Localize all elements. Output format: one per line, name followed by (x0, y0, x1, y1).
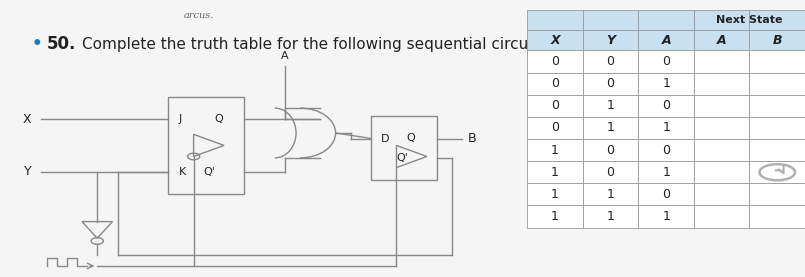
Bar (583, 50, 638, 73)
Text: A: A (281, 51, 289, 61)
Bar (749, 117, 805, 139)
Bar (527, 161, 583, 183)
Bar (638, 10, 694, 30)
Bar (638, 73, 694, 95)
Bar (583, 10, 638, 30)
Bar (638, 117, 694, 139)
Text: 1: 1 (663, 77, 670, 90)
Text: A: A (717, 34, 726, 47)
Bar (168, 97, 245, 194)
Text: arcus.: arcus. (184, 11, 214, 20)
Bar (638, 139, 694, 161)
Text: Next State: Next State (716, 15, 782, 25)
Bar (694, 117, 749, 139)
Text: 0: 0 (663, 99, 670, 112)
Text: 1: 1 (663, 166, 670, 179)
Text: J: J (179, 114, 182, 124)
Bar (583, 161, 638, 183)
Bar (749, 10, 805, 30)
Bar (749, 139, 805, 161)
Text: 50.: 50. (47, 35, 76, 53)
Bar (583, 183, 638, 206)
Text: K: K (179, 167, 186, 177)
Text: 1: 1 (663, 121, 670, 134)
Text: 1: 1 (551, 166, 559, 179)
Text: 1: 1 (607, 121, 614, 134)
Text: Q: Q (214, 114, 223, 124)
Text: 0: 0 (663, 188, 670, 201)
Text: B: B (468, 132, 476, 145)
Bar (527, 30, 583, 50)
Bar (749, 73, 805, 95)
Bar (749, 50, 805, 73)
Bar (527, 95, 583, 117)
Text: 0: 0 (607, 166, 614, 179)
Bar (583, 95, 638, 117)
Bar (749, 30, 805, 50)
Bar (583, 206, 638, 228)
Bar (583, 117, 638, 139)
Text: 0: 0 (551, 77, 559, 90)
Text: Q': Q' (204, 167, 216, 177)
Bar (749, 183, 805, 206)
Bar (527, 117, 583, 139)
Text: 1: 1 (663, 210, 670, 223)
Bar (749, 206, 805, 228)
Text: Q: Q (407, 134, 415, 143)
Text: 0: 0 (551, 55, 559, 68)
Bar (638, 161, 694, 183)
Bar (583, 30, 638, 50)
Text: 0: 0 (663, 143, 670, 157)
Text: 0: 0 (551, 99, 559, 112)
Text: Y: Y (606, 34, 615, 47)
Text: 0: 0 (607, 77, 614, 90)
Bar (694, 206, 749, 228)
Text: X: X (23, 113, 31, 125)
Text: 1: 1 (551, 143, 559, 157)
Text: 1: 1 (607, 210, 614, 223)
Text: •: • (31, 35, 42, 53)
Bar (583, 73, 638, 95)
Bar (694, 161, 749, 183)
Bar (749, 161, 805, 183)
Text: B: B (773, 34, 782, 47)
Bar (638, 50, 694, 73)
Bar (694, 50, 749, 73)
Text: 0: 0 (607, 143, 614, 157)
Bar (694, 183, 749, 206)
Text: X: X (551, 34, 559, 47)
Text: Q': Q' (397, 153, 408, 163)
Bar (749, 95, 805, 117)
Text: Complete the truth table for the following sequential circuit:: Complete the truth table for the followi… (82, 37, 543, 52)
Bar (638, 30, 694, 50)
Bar (638, 95, 694, 117)
Bar (527, 50, 583, 73)
Bar (694, 139, 749, 161)
Bar (371, 116, 437, 180)
Text: 1: 1 (551, 188, 559, 201)
Text: A: A (662, 34, 671, 47)
Text: 0: 0 (551, 121, 559, 134)
Bar (527, 10, 583, 30)
Bar (527, 73, 583, 95)
Bar (638, 206, 694, 228)
Bar (527, 139, 583, 161)
Bar (638, 183, 694, 206)
Bar (694, 30, 749, 50)
Bar (527, 206, 583, 228)
Text: 1: 1 (551, 210, 559, 223)
Text: 0: 0 (663, 55, 670, 68)
Text: D: D (382, 134, 390, 143)
Bar (694, 95, 749, 117)
Text: Y: Y (23, 165, 31, 178)
Bar (694, 10, 749, 30)
Text: 0: 0 (607, 55, 614, 68)
Bar (583, 139, 638, 161)
Bar (527, 183, 583, 206)
Text: 1: 1 (607, 188, 614, 201)
Text: 1: 1 (607, 99, 614, 112)
Bar (694, 73, 749, 95)
